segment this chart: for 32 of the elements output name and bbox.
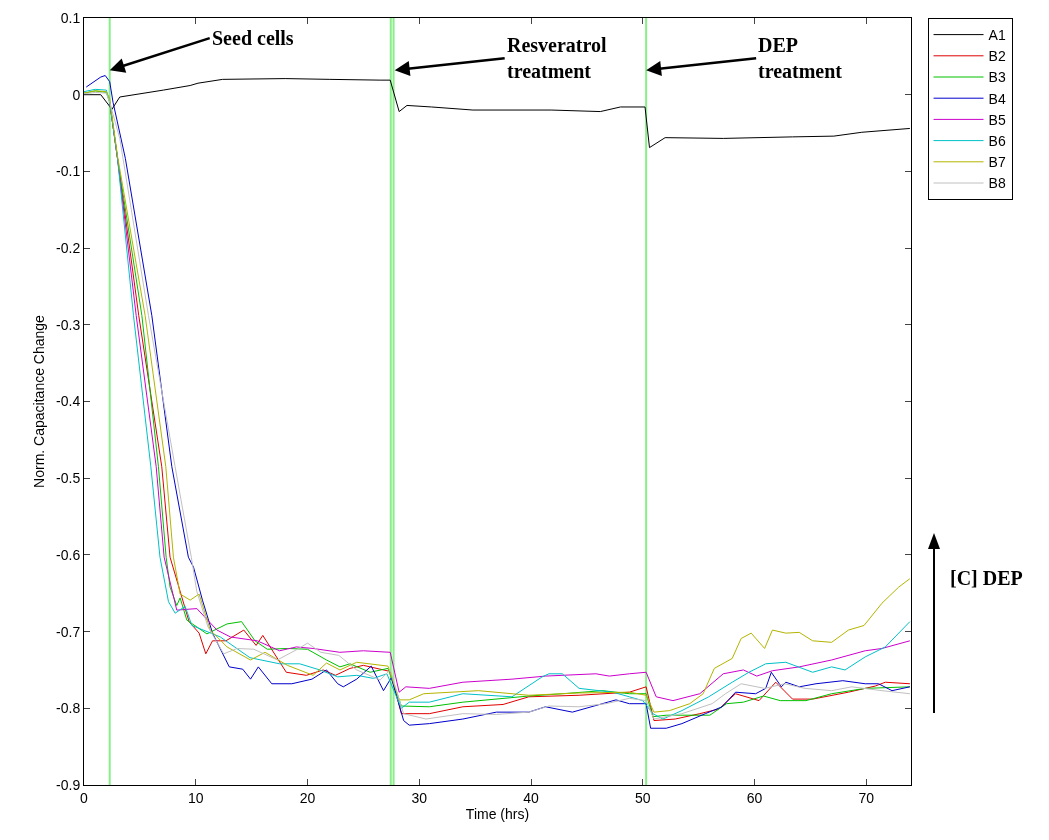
legend-label: B3 (988, 69, 1006, 86)
legend-label: B7 (988, 154, 1006, 171)
annotation: DEP treatment (758, 34, 843, 82)
x-tick-label: 70 (858, 789, 875, 806)
y-tick-label: -0.8 (56, 700, 81, 717)
x-tick-label: 50 (634, 789, 651, 806)
y-tick-label: -0.2 (56, 240, 81, 256)
legend-label: B8 (988, 175, 1006, 192)
y-tick-label: -0.9 (56, 776, 81, 793)
x-tick-label: 60 (746, 789, 763, 806)
y-tick-label: 0 (72, 86, 81, 103)
y-tick-label: -0.7 (56, 623, 81, 640)
legend-label: B4 (988, 90, 1006, 107)
legend-label: A1 (988, 27, 1006, 44)
text: [C] DEP (950, 567, 1023, 589)
annotation: Resveratrol treatment (507, 34, 608, 82)
y-tick-label: -0.4 (56, 393, 81, 410)
x-axis-title: Time (hrs) (465, 806, 530, 823)
x-tick-label: 10 (187, 789, 204, 806)
y-axis-title: Norm. Capacitance Change (30, 314, 47, 488)
annotation: Seed cells (212, 27, 294, 49)
legend-label: B6 (988, 133, 1006, 150)
x-tick-label: 40 (523, 789, 540, 806)
y-tick-label: -0.1 (56, 163, 81, 180)
x-tick-label: 20 (299, 789, 316, 806)
y-tick-label: -0.3 (56, 316, 81, 333)
x-tick-label: 30 (411, 789, 428, 806)
y-tick-label: -0.5 (56, 470, 81, 487)
legend-label: B5 (988, 111, 1006, 128)
y-tick-label: 0.1 (60, 9, 81, 26)
legend-label: B2 (988, 48, 1006, 65)
y-tick-label: -0.6 (56, 546, 81, 563)
